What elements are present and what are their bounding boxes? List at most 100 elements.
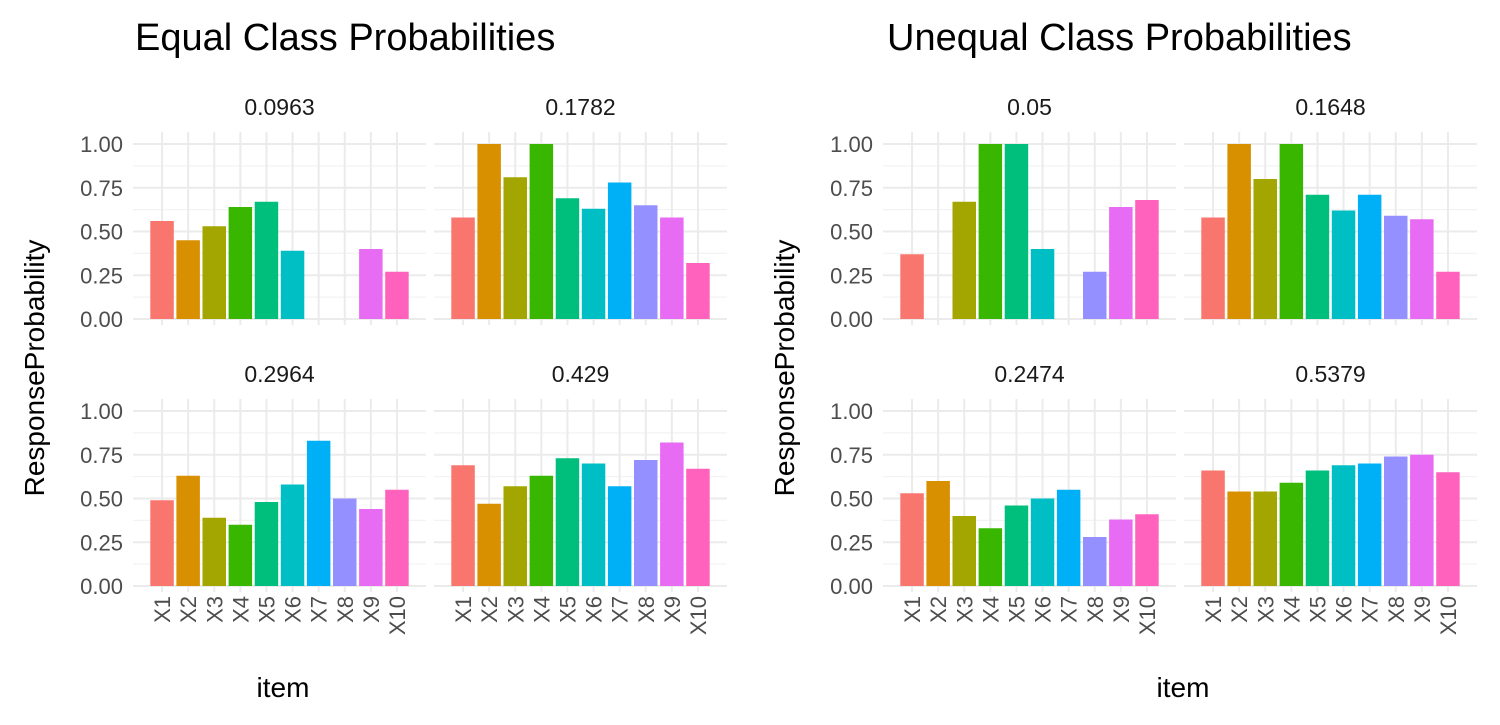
facet-panel: 0.05 0.00 0.25 0.50 0.75 1.00 [830,94,1176,332]
bar-x3 [952,516,976,586]
x-tick-label: X10 [1436,596,1461,635]
x-tick-label: X2 [477,596,502,623]
bar-x5 [254,502,279,586]
x-tick-label: X7 [307,596,332,623]
x-tick-label: X6 [281,596,306,623]
x-tick-label: X5 [1004,596,1029,623]
bar-x6 [1331,210,1356,319]
bar-x7 [1357,463,1382,586]
bar-x8 [1384,215,1408,319]
bar-x6 [280,484,305,586]
x-tick-label: X10 [686,596,711,635]
facet-label: 0.1648 [1295,94,1365,120]
bar-x6 [1331,465,1356,586]
bar-x5 [555,198,580,319]
x-tick-label: X5 [254,596,279,623]
bar-x1 [1201,470,1225,586]
x-tick-label: X1 [900,596,925,623]
x-tick-label: X8 [634,596,659,623]
x-tick-label: X2 [176,596,201,623]
bar-x10 [1436,472,1460,586]
bar-x9 [1410,219,1434,319]
y-tick-label: 0.00 [80,307,123,332]
bar-x3 [503,177,527,319]
bar-x5 [1004,144,1029,319]
x-tick-label: X3 [503,596,528,623]
x-tick-label: X10 [385,596,410,635]
bar-x10 [686,263,710,319]
bar-x5 [254,201,279,319]
bar-x4 [1279,482,1304,586]
bar-x6 [1030,498,1055,586]
x-tick-label: X10 [1135,596,1160,635]
x-tick-label: X7 [1358,596,1383,623]
facet-label: 0.1782 [545,94,615,120]
y-tick-label: 0.75 [830,176,873,201]
x-tick-label: X6 [582,596,607,623]
bar-x3 [1253,491,1277,586]
bar-x9 [359,509,383,586]
bar-x3 [952,201,976,319]
bar-x6 [1030,249,1055,319]
facet-panel: 0.1648 [1184,94,1477,325]
y-tick-label: 0.75 [80,176,123,201]
bar-x9 [359,249,383,319]
y-tick-label: 0.50 [830,487,873,512]
x-tick-label: X2 [926,596,951,623]
y-tick-label: 0.50 [80,220,123,245]
y-tick-label: 0.25 [830,530,873,555]
y-axis-title: ResponseProbability [769,240,800,497]
y-tick-label: 1.00 [80,399,123,424]
x-axis-title: item [257,672,310,703]
bar-x7 [607,486,632,586]
bar-x7 [1357,194,1382,319]
facet-panel: 0.1782 [434,94,727,325]
x-tick-label: X4 [1279,596,1304,623]
bar-x8 [634,205,658,319]
bar-x9 [1109,207,1133,319]
bar-x8 [1083,271,1107,319]
y-tick-label: 1.00 [80,132,123,157]
x-tick-label: X1 [1201,596,1226,623]
bar-x2 [477,144,501,319]
bar-x10 [1135,514,1159,586]
bar-x3 [202,517,226,586]
bar-x3 [503,486,527,586]
y-tick-label: 1.00 [830,132,873,157]
chart-equal-class-probabilities: Equal Class Probabilities item ResponseP… [19,17,727,703]
chart-title: Equal Class Probabilities [135,17,555,59]
bar-x1 [900,493,924,586]
bar-x8 [634,460,658,586]
bar-x1 [451,465,475,586]
bar-x4 [228,524,253,586]
bar-x10 [385,489,409,586]
y-tick-label: 0.25 [830,263,873,288]
facet-panel: 0.5379 X1 X2 X3 X4 X5 X6 X7 X8 X9 X10 [1184,361,1477,635]
bar-x1 [150,221,174,319]
y-tick-label: 0.00 [80,574,123,599]
x-tick-label: X7 [1057,596,1082,623]
x-tick-label: X5 [555,596,580,623]
x-tick-label: X3 [202,596,227,623]
chart-title: Unequal Class Probabilities [887,17,1352,59]
bar-x10 [1135,200,1159,319]
x-tick-label: X4 [978,596,1003,623]
bar-x7 [306,440,331,586]
facet-label: 0.5379 [1295,361,1365,387]
bar-x7 [607,182,632,319]
facet-panel: 0.0963 0.00 0.25 0.50 0.75 1.00 [80,94,426,332]
bar-x6 [280,250,305,319]
bar-x3 [202,226,226,319]
bar-x4 [978,528,1003,586]
y-tick-label: 0.25 [80,263,123,288]
bar-x5 [1305,470,1330,586]
facet-panel: 0.2474 0.00 0.25 0.50 0.75 1.00 X1 X2 X3 X4 X5 X6 X7… [830,361,1176,635]
bar-x2 [926,481,950,586]
x-tick-label: X8 [333,596,358,623]
y-tick-label: 0.50 [830,220,873,245]
y-tick-label: 1.00 [830,399,873,424]
y-tick-label: 0.75 [80,443,123,468]
bar-x1 [451,217,475,319]
bar-x5 [555,458,580,586]
